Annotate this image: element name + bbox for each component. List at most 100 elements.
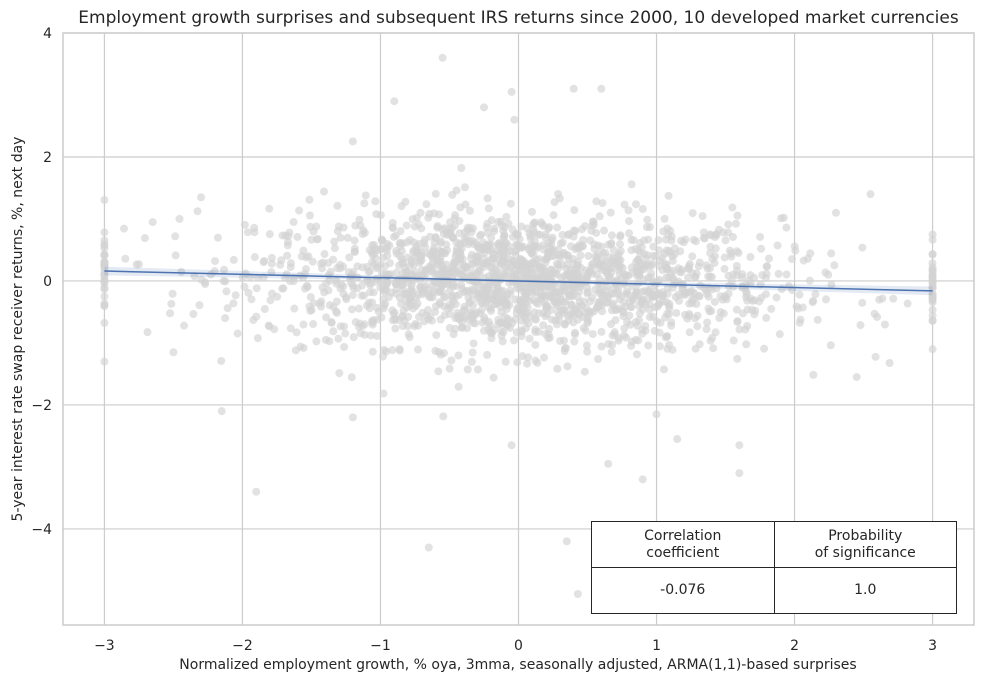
scatter-point [378,236,387,245]
scatter-point [559,336,568,345]
scatter-point [704,272,713,281]
scatter-point [330,237,339,246]
scatter-point [928,292,937,301]
scatter-point [440,311,449,320]
scatter-point [247,295,256,304]
scatter-point [244,288,253,297]
scatter-point [591,285,600,294]
scatter-point [253,334,262,343]
scatter-point [424,543,433,552]
scatter-point [782,223,791,232]
scatter-point [711,233,720,242]
scatter-point [871,352,880,361]
scatter-point [370,249,379,258]
scatter-point [574,302,583,311]
scatter-point [858,243,867,252]
scatter-point [597,327,606,336]
scatter-point [450,214,459,223]
scatter-point [332,276,341,285]
scatter-point [545,333,554,342]
scatter-point [351,221,360,230]
scatter-point [563,362,572,371]
scatter-point [525,334,534,343]
scatter-point [420,238,429,247]
scatter-point [762,262,771,271]
scatter-point [401,296,410,305]
scatter-point [511,260,520,269]
scatter-point [285,277,294,286]
scatter-point [624,206,633,215]
scatter-point [641,321,650,330]
scatter-point [461,200,470,209]
plot-frame [62,32,975,626]
scatter-point [419,288,428,297]
scatter-point [866,190,875,199]
scatter-point [631,200,640,209]
scatter-point [168,289,177,298]
scatter-point [291,346,300,355]
scatter-point [513,358,522,367]
scatter-point [454,382,463,391]
scatter-point [560,319,569,328]
scatter-point [519,242,528,251]
scatter-point [679,238,688,247]
scatter-point [494,240,503,249]
scatter-point [426,293,435,302]
scatter-point [308,257,317,266]
scatter-point [567,300,576,309]
scatter-point [243,228,252,237]
chart-title: Employment growth surprises and subseque… [78,8,959,28]
scatter-point [607,257,616,266]
scatter-point [576,263,585,272]
scatter-point [541,230,550,239]
scatter-point [531,298,540,307]
scatter-point [265,230,274,239]
scatter-point [171,251,180,260]
scatter-point [371,197,380,206]
scatter-point [629,296,638,305]
scatter-point [742,340,751,349]
scatter-point [100,228,109,237]
scatter-point [664,273,673,282]
scatter-point [402,275,411,284]
scatter-point [290,304,299,313]
scatter-point [577,225,586,234]
scatter-point [507,441,516,450]
scatter-point [448,190,457,199]
scatter-point [403,238,412,247]
scatter-point [585,268,594,277]
scatter-point [675,296,684,305]
scatter-point [119,224,128,233]
scatter-point [348,413,357,422]
scatter-point [333,227,342,236]
scatter-point [458,323,467,332]
scatter-point [527,248,536,257]
scatter-point [363,301,372,310]
scatter-point [348,305,357,314]
scatter-point [563,231,572,240]
scatter-point [514,303,523,312]
scatter-point [405,262,414,271]
scatter-point [381,285,390,294]
scatter-point [373,262,382,271]
scatter-point [558,238,567,247]
scatter-point [691,237,700,246]
scatter-point [620,324,629,333]
scatter-point [100,259,109,268]
scatter-point [634,246,643,255]
scatter-point [603,298,612,307]
statistics-table: Correlation coefficient Probability of s… [591,521,957,614]
scatter-point [570,330,579,339]
scatter-point [240,282,249,291]
scatter-point [260,256,269,265]
scatter-point [469,301,478,310]
scatter-point [654,236,663,245]
scatter-point [700,234,709,243]
scatter-point [390,97,399,106]
scatter-point [674,290,683,299]
scatter-point [562,537,571,546]
scatter-point [619,308,628,317]
probability-value: 1.0 [773,567,957,614]
scatter-point [440,292,449,301]
scatter-point [567,265,576,274]
